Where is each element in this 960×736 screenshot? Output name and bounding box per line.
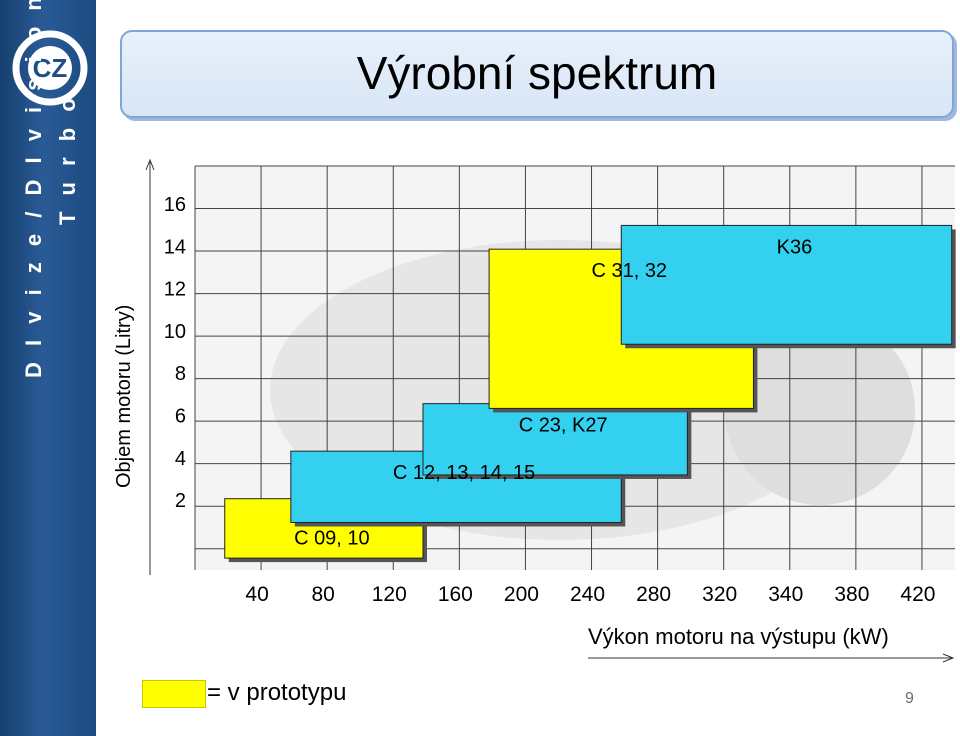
y-tick-label: 2 <box>175 490 186 512</box>
region-box <box>422 403 688 476</box>
y-tick-label: 16 <box>164 194 186 216</box>
page-number: 9 <box>905 690 914 707</box>
region-label: C 09, 10 <box>294 528 370 550</box>
x-tick-label: 280 <box>636 583 671 606</box>
y-tick-label: 12 <box>164 279 186 301</box>
sidebar: CZ D I v i z e / D I v i s i o n T u r b… <box>0 0 96 736</box>
x-tick-label: 340 <box>768 583 803 606</box>
x-tick-label: 40 <box>245 583 268 606</box>
region-label: C 31, 32 <box>591 260 667 282</box>
region-label: C 12, 13, 14, 15 <box>393 462 535 484</box>
y-tick-label: 14 <box>164 236 186 258</box>
title-box: Výrobní spektrum <box>120 30 954 118</box>
x-tick-label: 420 <box>900 583 935 606</box>
legend-label: = v prototypu <box>207 679 347 706</box>
legend-swatch <box>142 680 206 708</box>
y-axis-arrow <box>145 158 155 171</box>
x-tick-label: 200 <box>504 583 539 606</box>
region-label: K36 <box>777 236 813 258</box>
x-tick-label: 160 <box>438 583 473 606</box>
x-tick-label: 120 <box>372 583 407 606</box>
sidebar-background <box>0 0 96 736</box>
x-tick-label: 380 <box>834 583 869 606</box>
x-tick-label: 240 <box>570 583 605 606</box>
page-title: Výrobní spektrum <box>356 47 718 99</box>
x-tick-label: 80 <box>311 583 334 606</box>
turbo-housing <box>725 315 915 505</box>
y-tick-label: 8 <box>175 363 186 385</box>
region-box <box>620 224 953 345</box>
y-axis-label: Objem motoru (Litry) <box>113 304 135 488</box>
cz-logo-icon: CZ <box>12 30 88 106</box>
y-tick-label: 4 <box>175 448 186 470</box>
x-tick-label: 320 <box>702 583 737 606</box>
y-tick-label: 6 <box>175 406 186 428</box>
x-axis-label: Výkon motoru na výstupu (kW) <box>588 624 889 649</box>
y-tick-label: 10 <box>164 321 186 343</box>
svg-text:CZ: CZ <box>33 53 68 83</box>
x-axis-arrow <box>942 653 955 663</box>
region-label: C 23, K27 <box>519 415 608 437</box>
